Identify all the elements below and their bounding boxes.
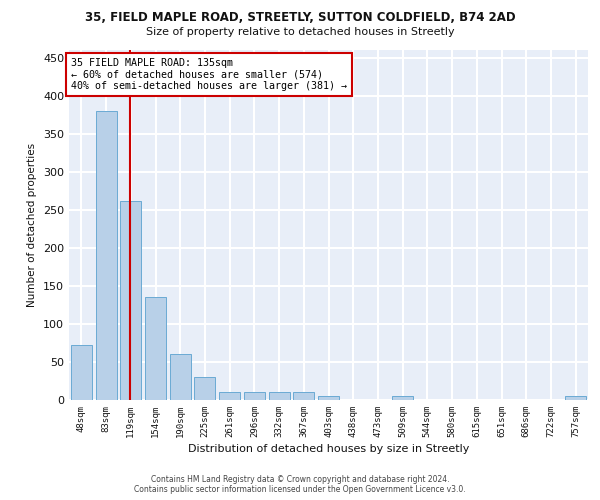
Bar — [170, 354, 191, 400]
Bar — [219, 392, 240, 400]
Bar — [318, 396, 339, 400]
Bar — [244, 392, 265, 400]
Bar — [120, 200, 141, 400]
Y-axis label: Number of detached properties: Number of detached properties — [28, 143, 37, 307]
Text: 35, FIELD MAPLE ROAD, STREETLY, SUTTON COLDFIELD, B74 2AD: 35, FIELD MAPLE ROAD, STREETLY, SUTTON C… — [85, 11, 515, 24]
Text: Size of property relative to detached houses in Streetly: Size of property relative to detached ho… — [146, 27, 454, 37]
Bar — [95, 111, 116, 400]
Bar — [293, 392, 314, 400]
Text: 35 FIELD MAPLE ROAD: 135sqm
← 60% of detached houses are smaller (574)
40% of se: 35 FIELD MAPLE ROAD: 135sqm ← 60% of det… — [71, 58, 347, 91]
Bar — [145, 296, 166, 400]
Bar — [71, 345, 92, 400]
Bar — [269, 392, 290, 400]
Bar — [392, 396, 413, 400]
Text: Contains HM Land Registry data © Crown copyright and database right 2024.
Contai: Contains HM Land Registry data © Crown c… — [134, 474, 466, 494]
X-axis label: Distribution of detached houses by size in Streetly: Distribution of detached houses by size … — [188, 444, 469, 454]
Bar — [194, 377, 215, 400]
Bar — [565, 396, 586, 400]
